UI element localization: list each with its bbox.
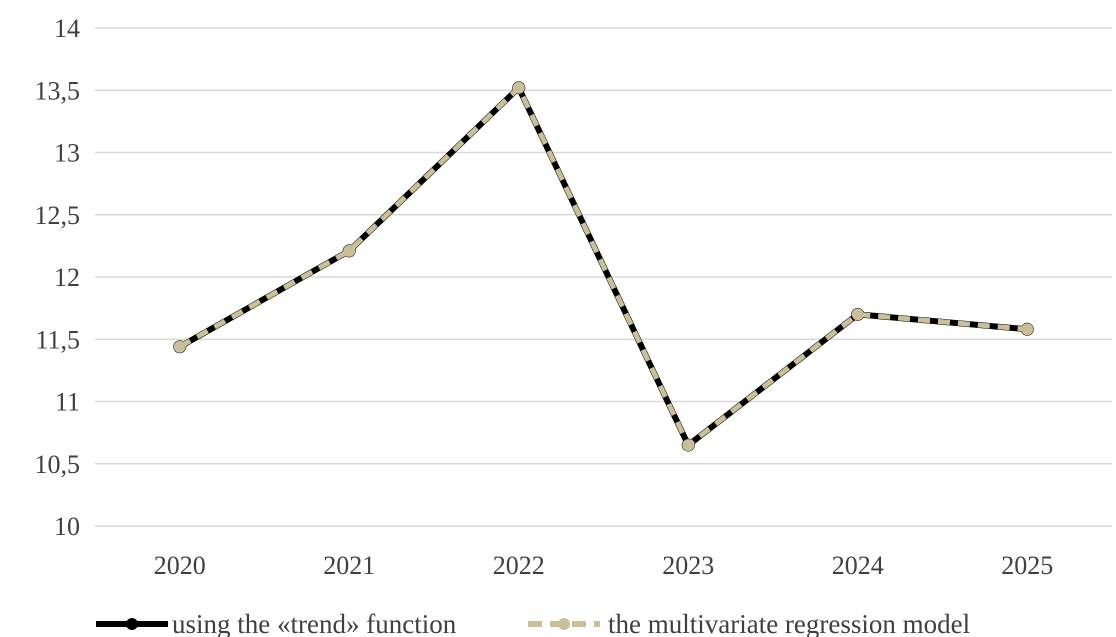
series-regression [173,81,1034,452]
legend-swatch-regression-marker [558,618,570,630]
x-tick-label: 2022 [493,551,545,580]
y-tick-label: 11 [55,388,80,417]
legend: using the «trend» function the multivari… [96,609,970,637]
x-axis-ticks: 2020 2021 2022 2023 2024 2025 [154,551,1054,580]
data-point [851,308,864,321]
data-point [682,439,695,452]
y-tick-label: 12 [54,263,80,292]
x-tick-label: 2024 [832,551,884,580]
x-tick-label: 2023 [662,551,714,580]
y-tick-label: 10,5 [35,450,81,479]
data-point [343,244,356,257]
legend-item-trend: using the «trend» function [96,609,457,637]
series-line [178,85,1028,448]
data-point [1021,323,1034,336]
y-tick-label: 11,5 [35,325,80,354]
series-layer [173,81,1034,452]
gridlines [95,27,1112,527]
x-tick-label: 2021 [323,551,375,580]
y-tick-label: 10 [54,512,80,541]
legend-swatch-trend-marker [126,618,138,630]
legend-label-regression: the multivariate regression model [608,609,970,637]
legend-item-regression: the multivariate regression model [528,609,970,637]
y-tick-label: 14 [54,14,80,43]
x-tick-label: 2025 [1001,551,1053,580]
x-tick-label: 2020 [154,551,206,580]
data-point [512,81,525,94]
y-tick-label: 13 [54,139,80,168]
y-axis-ticks: 10 10,5 11 11,5 12 12,5 13 13,5 14 [35,14,81,541]
legend-label-trend: using the «trend» function [172,609,457,637]
y-tick-label: 13,5 [35,76,81,105]
y-tick-label: 12,5 [35,201,81,230]
data-point [173,340,186,353]
